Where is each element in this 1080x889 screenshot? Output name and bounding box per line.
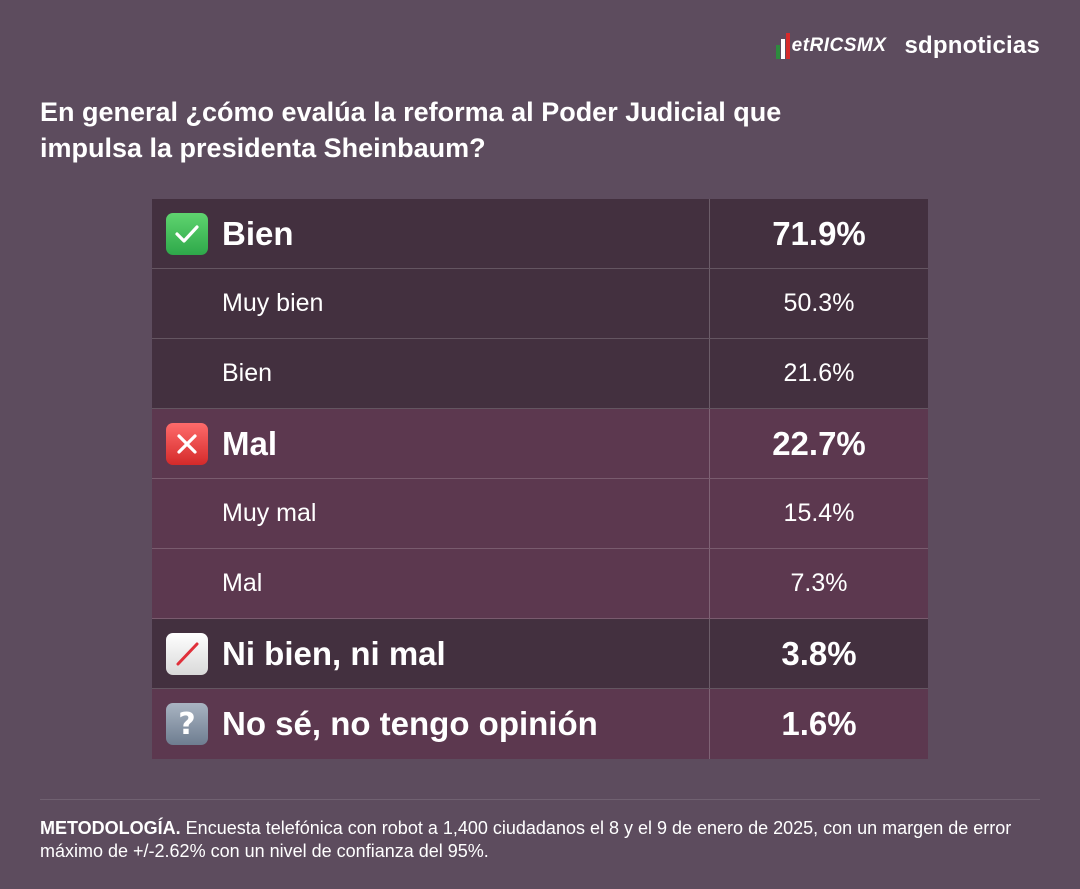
row-value-cell: 21.6% <box>710 339 928 408</box>
row-label: Mal <box>222 569 263 597</box>
row-value-cell: 22.7% <box>710 409 928 478</box>
row-label-cell: Bien <box>152 199 710 268</box>
sdpnoticias-logo: sdpnoticias <box>904 32 1040 59</box>
row-label: Ni bien, ni mal <box>222 634 446 672</box>
metricsmx-logo: etRICSMX <box>775 33 887 59</box>
row-value: 3.8% <box>781 634 857 672</box>
row-label-cell: Muy mal <box>152 479 710 548</box>
row-label: Bien <box>222 359 273 387</box>
results-table: Bien 71.9% Muy bien 50.3% Bien 21.6% Mal 22.7% M… <box>152 199 928 759</box>
row-value: 15.4% <box>783 499 855 527</box>
row-label-cell: Ni bien, ni mal <box>152 619 710 688</box>
row-value-cell: 15.4% <box>710 479 928 548</box>
row-value: 71.9% <box>772 214 866 252</box>
row-value: 50.3% <box>783 289 855 317</box>
row-value: 22.7% <box>772 424 866 462</box>
row-label-cell: Mal <box>152 549 710 618</box>
slash-icon <box>166 632 208 675</box>
row-label-cell: ? No sé, no tengo opinión <box>152 689 710 759</box>
question-mark-icon: ? <box>166 703 208 745</box>
row-label-cell: Muy bien <box>152 269 710 338</box>
row-label: No sé, no tengo opinión <box>222 705 598 742</box>
row-value: 7.3% <box>790 569 848 597</box>
footer-divider <box>40 799 1040 800</box>
table-row-category: Mal 22.7% <box>152 409 928 479</box>
row-label: Muy bien <box>222 289 324 317</box>
row-value-cell: 7.3% <box>710 549 928 618</box>
row-label: Mal <box>222 424 278 462</box>
cross-mark-icon <box>166 422 208 465</box>
row-label-cell: Bien <box>152 339 710 408</box>
table-row-subcategory: Bien 21.6% <box>152 339 928 409</box>
table-row-subcategory: Mal 7.3% <box>152 549 928 619</box>
row-value-cell: 50.3% <box>710 269 928 338</box>
row-value-cell: 1.6% <box>710 689 928 759</box>
methodology-label: METODOLOGÍA. <box>40 818 181 838</box>
row-label-cell: Mal <box>152 409 710 478</box>
row-label: Bien <box>222 214 294 252</box>
table-row-subcategory: Muy bien 50.3% <box>152 269 928 339</box>
row-value-cell: 71.9% <box>710 199 928 268</box>
methodology-text: Encuesta telefónica con robot a 1,400 ci… <box>40 818 1012 861</box>
table-row-category: Ni bien, ni mal 3.8% <box>152 619 928 689</box>
table-row-category: Bien 71.9% <box>152 199 928 269</box>
methodology-note: METODOLOGÍA. Encuesta telefónica con rob… <box>40 817 1040 863</box>
row-value: 1.6% <box>781 705 857 742</box>
table-row-subcategory: Muy mal 15.4% <box>152 479 928 549</box>
metricsmx-flag-icon <box>775 33 790 59</box>
question-title: En general ¿cómo evalúa la reforma al Po… <box>40 97 782 163</box>
table-row-category: ? No sé, no tengo opinión 1.6% <box>152 689 928 759</box>
row-label: Muy mal <box>222 499 317 527</box>
row-value-cell: 3.8% <box>710 619 928 688</box>
metricsmx-logo-text: etRICSMX <box>791 35 887 56</box>
brand-logos: etRICSMX sdpnoticias <box>775 32 1040 60</box>
row-value: 21.6% <box>783 359 855 387</box>
check-mark-icon <box>166 212 208 255</box>
